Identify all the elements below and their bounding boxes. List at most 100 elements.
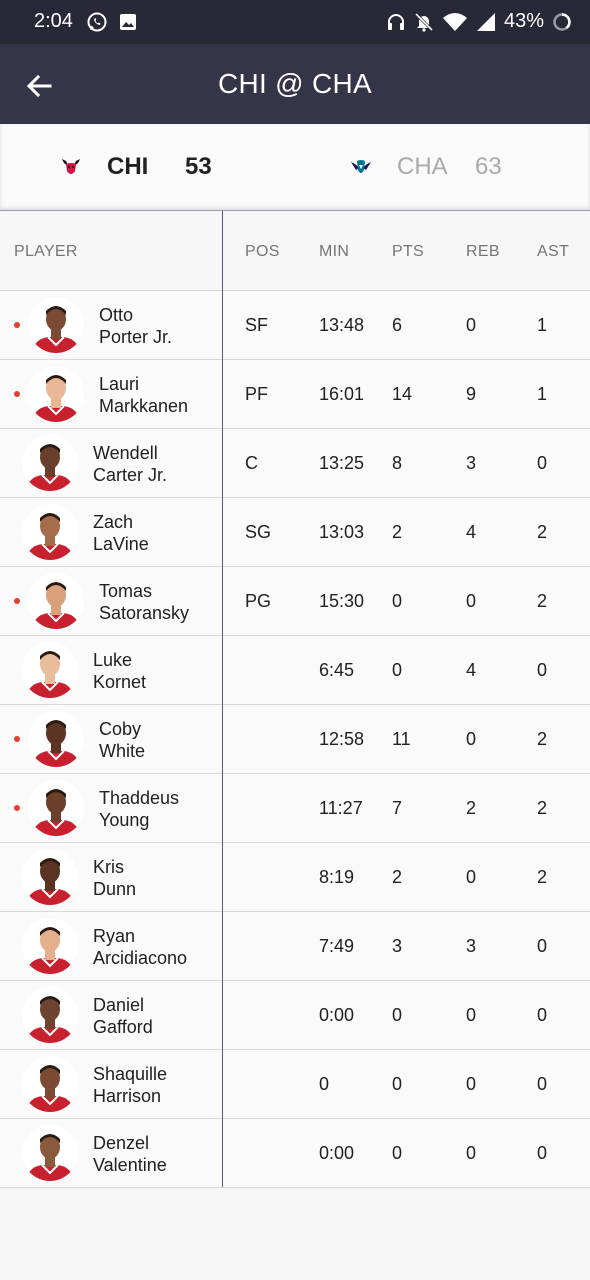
headphones-icon [386,12,406,32]
player-min: 0:00 [319,1143,355,1163]
player-ast: 2 [537,867,548,887]
whatsapp-icon [86,11,108,33]
header-reb[interactable]: REB [466,243,500,260]
on-court-indicator [14,805,20,811]
player-avatar [22,504,78,560]
player-ast: 0 [537,453,548,473]
player-first-name: Otto [99,305,134,325]
away-team-score[interactable]: CHA 63 [350,124,502,210]
header-ast[interactable]: AST [537,243,570,260]
player-name[interactable]: Zach LaVine [93,511,149,555]
on-court-indicator [14,391,20,397]
arrow-left-icon[interactable] [22,68,58,104]
header-pts[interactable]: PTS [392,243,425,260]
home-team-score[interactable]: CHI 53 [60,124,212,210]
battery-percent: 43% [503,10,544,32]
player-pos: C [245,453,258,473]
player-name[interactable]: Tomas Satoransky [99,580,189,624]
player-last-name: Arcidiacono [93,948,188,968]
player-first-name: Wendell [93,443,158,463]
table-row[interactable]: Daniel Gafford 0:00 0 0 0 [0,981,590,1050]
player-avatar [28,711,84,767]
player-ast: 2 [537,591,548,611]
player-avatar [28,573,84,629]
player-ast: 0 [537,1005,548,1025]
player-name[interactable]: Denzel Valentine [93,1132,167,1176]
player-name[interactable]: Ryan Arcidiacono [93,925,187,969]
player-pts: 0 [392,591,403,611]
table-row[interactable]: Kris Dunn 8:19 2 0 2 [0,843,590,912]
player-name[interactable]: Luke Kornet [93,649,146,693]
table-row[interactable]: Otto Porter Jr. SF 13:48 6 0 1 [0,291,590,360]
player-pts: 0 [392,1143,403,1163]
player-last-name: Porter Jr. [99,327,173,347]
player-ast: 0 [537,660,548,680]
bulls-logo-icon [60,156,82,178]
header-min[interactable]: MIN [319,243,350,260]
app-bar: CHI @ CHA [0,44,590,124]
player-last-name: Young [99,810,150,830]
player-name[interactable]: Kris Dunn [93,856,136,900]
player-ast: 2 [537,522,548,542]
signal-icon [476,12,496,32]
on-court-indicator [14,322,20,328]
table-row[interactable]: Zach LaVine SG 13:03 2 4 2 [0,498,590,567]
player-ast: 0 [537,1143,548,1163]
table-row[interactable]: Lauri Markkanen PF 16:01 14 9 1 [0,360,590,429]
player-name[interactable]: Otto Porter Jr. [99,304,172,348]
header-player[interactable]: PLAYER [14,243,78,260]
player-min: 6:45 [319,660,355,680]
player-ast: 0 [537,1074,548,1094]
away-team-abbr: CHA [397,153,448,180]
player-min: 8:19 [319,867,355,887]
mute-icon [414,12,434,32]
player-name[interactable]: Wendell Carter Jr. [93,442,167,486]
hornets-logo-icon [350,156,372,178]
player-avatar [22,1125,78,1181]
player-min: 13:25 [319,453,365,473]
column-divider [222,211,223,1187]
player-first-name: Kris [93,857,124,877]
player-ast: 2 [537,798,548,818]
player-pts: 6 [392,315,403,335]
home-team-abbr: CHI [107,153,149,180]
player-reb: 4 [466,660,477,680]
header-pos[interactable]: POS [245,243,280,260]
player-pts: 14 [392,384,413,404]
player-ast: 2 [537,729,548,749]
player-pts: 3 [392,936,403,956]
player-min: 0 [319,1074,330,1094]
player-reb: 9 [466,384,477,404]
player-min: 11:27 [319,798,363,818]
player-name[interactable]: Shaquille Harrison [93,1063,167,1107]
player-avatar [22,849,78,905]
player-reb: 0 [466,1074,477,1094]
player-name[interactable]: Lauri Markkanen [99,373,188,417]
table-row[interactable]: Thaddeus Young 11:27 7 2 2 [0,774,590,843]
player-reb: 0 [466,729,477,749]
player-last-name: Dunn [93,879,137,899]
box-score-table: PLAYER POS MIN PTS REB AST Otto Porter J… [0,211,590,1188]
player-reb: 4 [466,522,477,542]
player-min: 16:01 [319,384,365,404]
player-name[interactable]: Coby White [99,718,145,762]
player-first-name: Shaquille [93,1064,168,1084]
table-row[interactable]: Coby White 12:58 11 0 2 [0,705,590,774]
table-header: PLAYER POS MIN PTS REB AST [0,211,590,291]
battery-icon [552,12,572,32]
player-name[interactable]: Thaddeus Young [99,787,179,831]
table-row[interactable]: Luke Kornet 6:45 0 4 0 [0,636,590,705]
player-reb: 0 [466,1005,477,1025]
player-name[interactable]: Daniel Gafford [93,994,153,1038]
table-row[interactable]: Wendell Carter Jr. C 13:25 8 3 0 [0,429,590,498]
table-row[interactable]: Ryan Arcidiacono 7:49 3 3 0 [0,912,590,981]
home-team-points: 53 [185,153,212,180]
table-row[interactable]: Shaquille Harrison 0 0 0 0 [0,1050,590,1119]
player-last-name: LaVine [93,534,149,554]
table-row[interactable]: Tomas Satoransky PG 15:30 0 0 2 [0,567,590,636]
player-pts: 7 [392,798,403,818]
table-row[interactable]: Denzel Valentine 0:00 0 0 0 [0,1119,590,1188]
empty-area [0,1188,590,1280]
player-first-name: Denzel [93,1133,150,1153]
player-first-name: Zach [93,512,134,532]
